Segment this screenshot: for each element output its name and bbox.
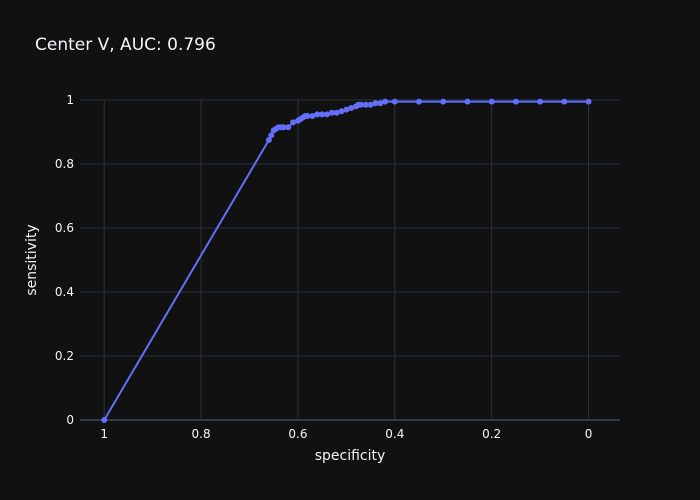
- roc-point: [391, 98, 398, 105]
- x-tick-label: 0.2: [482, 427, 501, 441]
- roc-point: [488, 98, 495, 105]
- x-tick-label: 1: [100, 427, 108, 441]
- roc-point: [440, 98, 447, 105]
- x-tick-label: 0.8: [192, 427, 211, 441]
- x-axis-title: specificity: [315, 448, 386, 464]
- roc-point: [348, 105, 355, 111]
- roc-point: [265, 137, 272, 143]
- roc-point: [343, 106, 350, 113]
- y-tick-label: 0.8: [55, 157, 74, 171]
- x-tick-label: 0.4: [385, 427, 404, 441]
- roc-point: [585, 98, 592, 105]
- roc-point: [268, 132, 275, 139]
- roc-point: [537, 98, 544, 105]
- x-tick-label: 0: [585, 427, 593, 441]
- x-tick-label: 0.6: [288, 427, 307, 441]
- roc-point: [328, 109, 335, 116]
- roc-point: [561, 98, 568, 105]
- grid-layer: [80, 99, 620, 421]
- roc-point: [372, 100, 379, 107]
- roc-point: [319, 111, 326, 118]
- roc-point: [280, 124, 287, 131]
- roc-point: [309, 113, 316, 119]
- y-tick-label: 1: [66, 93, 74, 107]
- roc-point: [333, 109, 340, 116]
- y-tick-label: 0: [66, 413, 74, 427]
- y-tick-label: 0.4: [55, 285, 74, 299]
- roc-point: [367, 101, 374, 108]
- roc-point: [323, 111, 330, 118]
- roc-point: [416, 98, 423, 105]
- series-layer: [101, 98, 592, 423]
- y-tick-label: 0.2: [55, 349, 74, 363]
- chart-title: Center V, AUC: 0.796: [35, 35, 216, 55]
- tick-labels: 0 0.2 0.4 0.6 0.8 1 1 0.8 0.6 0.4 0.2 0: [55, 93, 592, 441]
- roc-point: [304, 113, 311, 119]
- roc-point: [362, 101, 369, 108]
- roc-point: [314, 111, 321, 118]
- roc-point: [382, 98, 389, 105]
- roc-point: [357, 101, 364, 108]
- roc-point: [512, 98, 519, 105]
- roc-point: [377, 100, 384, 107]
- roc-point: [464, 98, 471, 105]
- roc-point: [338, 108, 345, 115]
- roc-point: [290, 119, 297, 126]
- roc-point: [101, 417, 108, 423]
- roc-point: [285, 124, 292, 131]
- y-tick-label: 0.6: [55, 221, 74, 235]
- y-axis-title: sensitivity: [24, 224, 40, 295]
